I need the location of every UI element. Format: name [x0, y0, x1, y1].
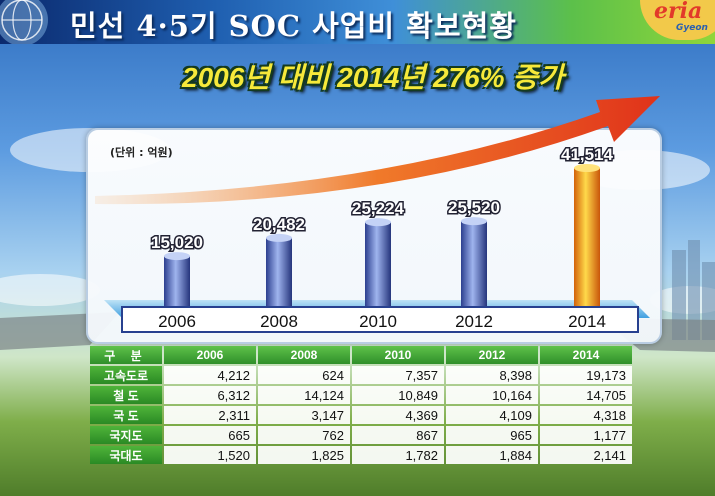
table-header-row: 구 분 2006 2008 2010 2012 2014 [90, 346, 632, 364]
row-header: 국대도 [90, 446, 162, 464]
x-tick-2008: 2008 [260, 312, 298, 331]
table-cell: 624 [258, 366, 350, 384]
table-cell: 762 [258, 426, 350, 444]
table-cell: 19,173 [540, 366, 632, 384]
table-cell: 3,147 [258, 406, 350, 424]
table-cell: 14,705 [540, 386, 632, 404]
column-header: 2014 [540, 346, 632, 364]
table-cell: 1,177 [540, 426, 632, 444]
bar-2006 [164, 256, 190, 306]
table-cell: 6,312 [164, 386, 256, 404]
headline: 2006년 대비 2014년 276% 증가 [182, 62, 564, 93]
row-header: 철 도 [90, 386, 162, 404]
bar-2010 [365, 222, 391, 306]
bar-2014 [574, 168, 600, 306]
value-label-2012: 25,520 [448, 198, 500, 217]
table-cell: 1,884 [446, 446, 538, 464]
table-cell: 2,311 [164, 406, 256, 424]
table-cell: 8,398 [446, 366, 538, 384]
row-header: 국 도 [90, 406, 162, 424]
column-header: 2010 [352, 346, 444, 364]
value-label-2006: 15,020 [151, 233, 203, 252]
table-cell: 7,357 [352, 366, 444, 384]
bar-cap-2014 [574, 164, 600, 172]
bar-cap-2010 [365, 218, 391, 227]
table-cell: 965 [446, 426, 538, 444]
table-corner-header: 구 분 [90, 346, 162, 364]
logo-subtext: Gyeon [676, 23, 708, 33]
unit-label: (단위 : 억원) [110, 146, 173, 159]
bar-2012 [461, 221, 487, 306]
table-cell: 1,825 [258, 446, 350, 464]
row-header: 고속도로 [90, 366, 162, 384]
bar-cap-2012 [461, 217, 487, 226]
table-cell: 4,369 [352, 406, 444, 424]
data-table: 구 분 2006 2008 2010 2012 2014 고속도로 4,212 … [88, 344, 634, 466]
table-cell: 867 [352, 426, 444, 444]
table-cell: 2,141 [540, 446, 632, 464]
row-header: 국지도 [90, 426, 162, 444]
x-tick-2012: 2012 [455, 312, 493, 331]
bars [164, 164, 600, 306]
title-band [0, 0, 715, 44]
x-axis: 2006 2008 2010 2012 2014 [158, 312, 606, 331]
x-axis-band [121, 306, 639, 333]
value-label-2014: 41,514 [561, 145, 614, 164]
bar-2008 [266, 237, 292, 306]
logo-wordmark: eria [654, 0, 703, 24]
x-tick-2014: 2014 [568, 312, 606, 331]
table-cell: 14,124 [258, 386, 350, 404]
column-header: 2012 [446, 346, 538, 364]
table-row: 국 도 2,311 3,147 4,369 4,109 4,318 [90, 406, 632, 424]
table-row: 철 도 6,312 14,124 10,849 10,164 14,705 [90, 386, 632, 404]
x-tick-2006: 2006 [158, 312, 196, 331]
table-cell: 4,212 [164, 366, 256, 384]
page-title: 민선 4·5기 SOC 사업비 확보현황 [70, 9, 517, 43]
bar-cap-2008 [266, 233, 292, 242]
table-cell: 4,318 [540, 406, 632, 424]
table-cell: 1,520 [164, 446, 256, 464]
value-label-2010: 25,224 [352, 199, 405, 218]
table-row: 국대도 1,520 1,825 1,782 1,884 2,141 [90, 446, 632, 464]
table-row: 고속도로 4,212 624 7,357 8,398 19,173 [90, 366, 632, 384]
globe-icon [0, 0, 48, 44]
value-label-2008: 20,482 [253, 215, 305, 234]
table-cell: 4,109 [446, 406, 538, 424]
column-header: 2008 [258, 346, 350, 364]
data-labels: 15,020 20,482 25,224 25,520 41,514 [150, 144, 616, 254]
x-tick-2010: 2010 [359, 312, 397, 331]
bar-cap-2006 [164, 252, 190, 261]
table-cell: 10,164 [446, 386, 538, 404]
table-cell: 10,849 [352, 386, 444, 404]
table-cell: 1,782 [352, 446, 444, 464]
growth-arrow [95, 96, 660, 205]
table-cell: 665 [164, 426, 256, 444]
column-header: 2006 [164, 346, 256, 364]
table-row: 국지도 665 762 867 965 1,177 [90, 426, 632, 444]
